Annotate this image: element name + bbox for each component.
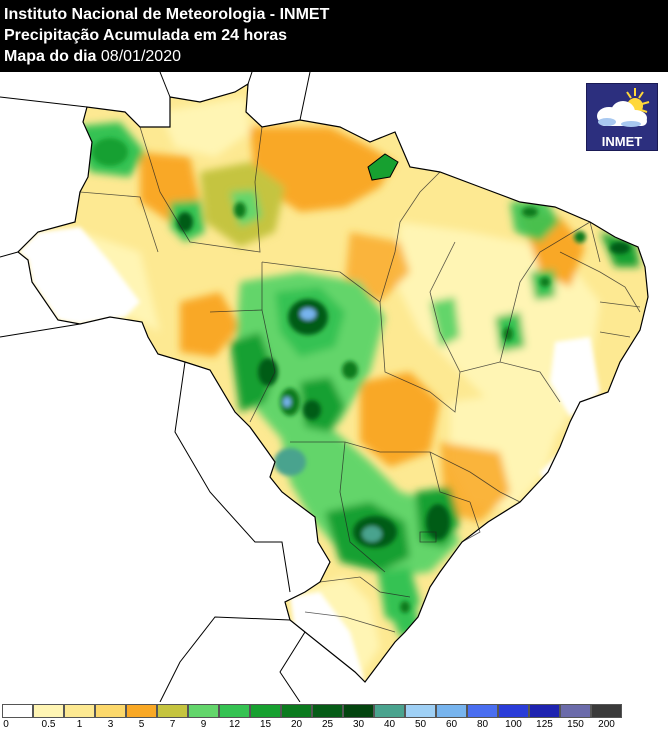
legend-swatch — [436, 704, 467, 718]
marajo-island — [367, 153, 399, 181]
legend-swatch — [312, 704, 343, 718]
legend-swatch — [374, 704, 405, 718]
legend-label: 3 — [107, 719, 114, 730]
legend-label: 0 — [3, 719, 9, 730]
legend-swatch — [591, 704, 622, 718]
legend-swatch — [219, 704, 250, 718]
legend-swatches — [2, 704, 622, 718]
legend-swatch — [560, 704, 591, 718]
legend-swatch — [281, 704, 312, 718]
precipitation-map[interactable]: INMET — [0, 72, 668, 702]
legend-label: 25 — [321, 719, 334, 730]
legend-label: 40 — [383, 719, 396, 730]
legend-swatch — [33, 704, 64, 718]
institute-title: Instituto Nacional de Meteorologia - INM… — [4, 6, 330, 23]
legend-label: 7 — [169, 719, 176, 730]
legend-label: 12 — [228, 719, 241, 730]
legend-swatch — [405, 704, 436, 718]
legend-label: 200 — [598, 719, 615, 730]
legend-swatch — [250, 704, 281, 718]
legend-swatch — [188, 704, 219, 718]
legend-label: 5 — [138, 719, 145, 730]
legend-label: 15 — [259, 719, 272, 730]
legend-swatch — [157, 704, 188, 718]
legend-swatch — [95, 704, 126, 718]
map-date-prefix: Mapa do dia — [4, 48, 97, 65]
legend-label: 125 — [536, 719, 553, 730]
legend-label: 60 — [445, 719, 458, 730]
legend-label: 20 — [290, 719, 303, 730]
legend-swatch — [2, 704, 33, 718]
logo-text: INMET — [601, 134, 643, 149]
map-date: 08/01/2020 — [100, 48, 181, 65]
legend-swatch — [498, 704, 529, 718]
legend-swatch — [467, 704, 498, 718]
legend-label: 9 — [200, 719, 207, 730]
legend-label: 50 — [414, 719, 427, 730]
state-borders — [79, 126, 641, 633]
product-title: Precipitação Acumulada em 24 horas — [4, 27, 288, 44]
legend-swatch — [126, 704, 157, 718]
legend-label: 30 — [352, 719, 365, 730]
precipitation-field — [18, 84, 648, 682]
legend-label: 100 — [505, 719, 522, 730]
map-date-line: Mapa do dia 08/01/2020 — [4, 47, 181, 67]
legend-swatch — [529, 704, 560, 718]
legend-label: 0.5 — [41, 719, 56, 730]
legend-swatch — [64, 704, 95, 718]
map-header: Instituto Nacional de Meteorologia - INM… — [0, 0, 668, 72]
legend-swatch — [343, 704, 374, 718]
sun-cloud-icon — [597, 88, 650, 127]
legend-label: 1 — [76, 719, 83, 730]
legend-label: 150 — [567, 719, 584, 730]
brazil-precipitation-svg — [0, 72, 649, 702]
legend-label: 80 — [476, 719, 489, 730]
country-borders — [0, 72, 311, 702]
precipitation-legend: 0 0.5 1 3 5 7 9 12 15 20 25 30 40 50 60 80 100 125 150 200 — [0, 702, 668, 731]
inmet-logo: INMET — [586, 83, 658, 151]
